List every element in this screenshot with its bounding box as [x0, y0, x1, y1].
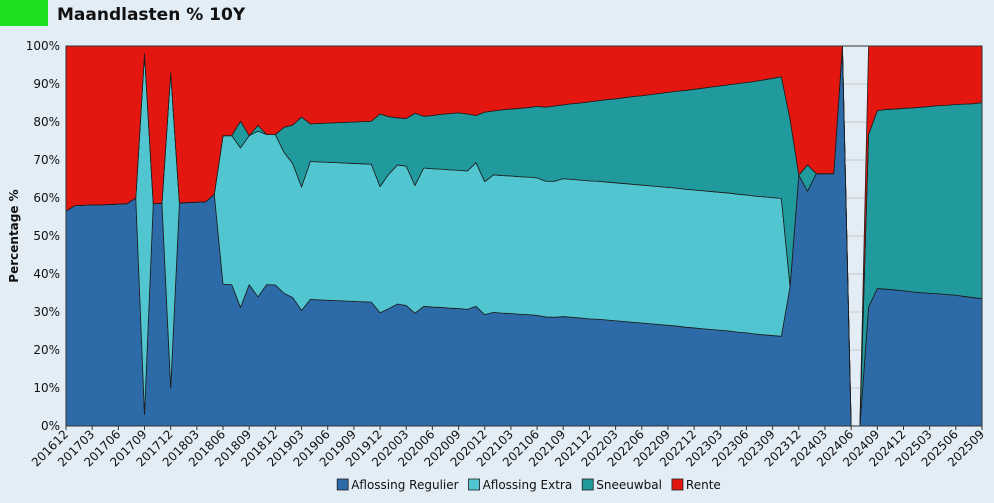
legend-label: Sneeuwbal	[596, 478, 662, 492]
y-tick-label: 80%	[33, 115, 60, 129]
plot-border	[65, 45, 983, 427]
legend-swatch	[336, 478, 349, 491]
legend-swatch	[581, 478, 594, 491]
legend-label: Rente	[686, 478, 721, 492]
y-tick-label: 40%	[33, 267, 60, 281]
y-tick-label: 100%	[26, 39, 60, 53]
legend-item: Aflossing Extra	[468, 478, 573, 492]
page-title: Maandlasten % 10Y	[57, 5, 246, 25]
y-tick-label: 50%	[33, 229, 60, 243]
legend-item: Sneeuwbal	[581, 478, 662, 492]
legend-label: Aflossing Regulier	[351, 478, 458, 492]
legend: Aflossing Regulier Aflossing Extra Sneeuwb…	[336, 478, 721, 492]
y-axis: 0% 10% 20% 30% 40% 50% 60% 70% 80% 90% 100%	[26, 39, 60, 433]
legend-item: Aflossing Regulier	[336, 478, 459, 492]
chart-areas	[65, 45, 983, 427]
status-badge	[0, 0, 48, 26]
y-tick-label: 60%	[33, 191, 60, 205]
legend-swatch	[671, 478, 684, 491]
plot-frame	[65, 45, 983, 427]
legend-label: Aflossing Extra	[483, 478, 573, 492]
y-tick-label: 90%	[33, 77, 60, 91]
legend-swatch	[468, 478, 480, 491]
y-tick-label: 10%	[33, 381, 60, 395]
legend-item: Rente	[671, 478, 721, 492]
y-tick-label: 0%	[41, 419, 60, 433]
x-axis: 2016122017032017062017092017122018032018…	[29, 426, 987, 470]
y-tick-label: 70%	[33, 153, 60, 167]
y-axis-label: Percentage %	[7, 189, 21, 282]
y-tick-label: 30%	[33, 305, 60, 319]
y-tick-label: 20%	[33, 343, 60, 357]
